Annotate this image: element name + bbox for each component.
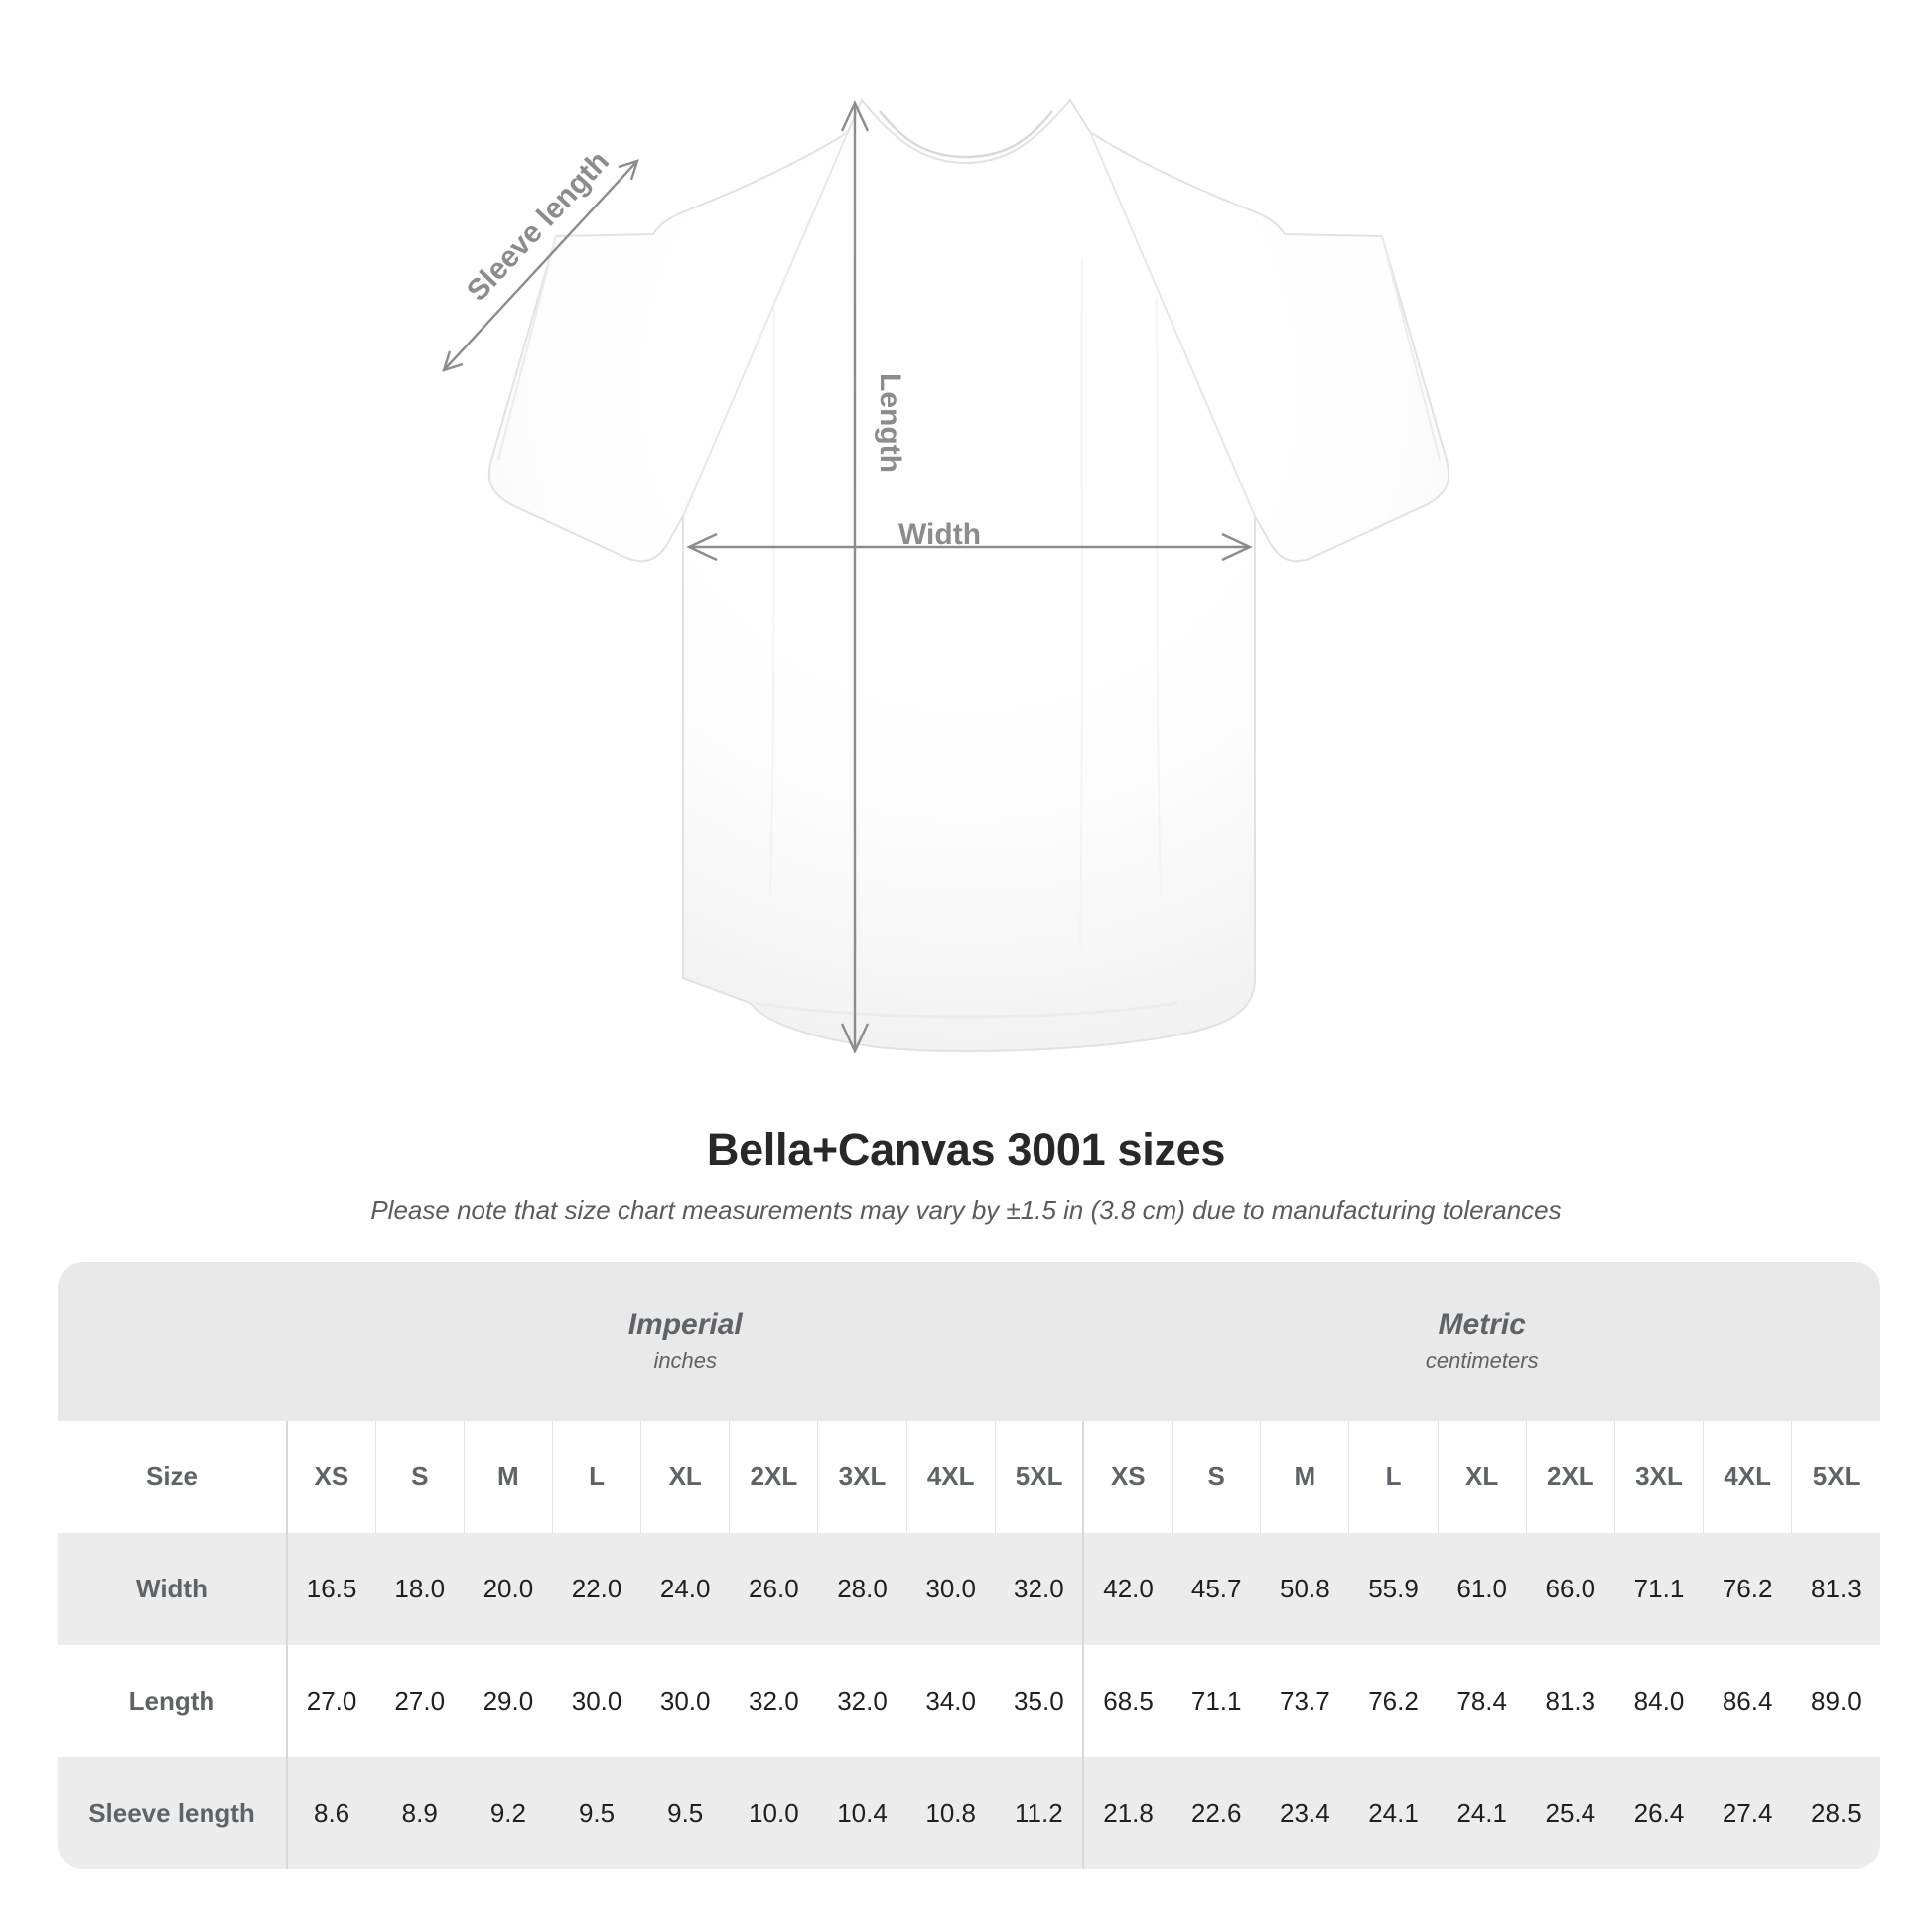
svg-text:Width: Width <box>898 518 981 551</box>
svg-text:Length: Length <box>874 373 906 473</box>
